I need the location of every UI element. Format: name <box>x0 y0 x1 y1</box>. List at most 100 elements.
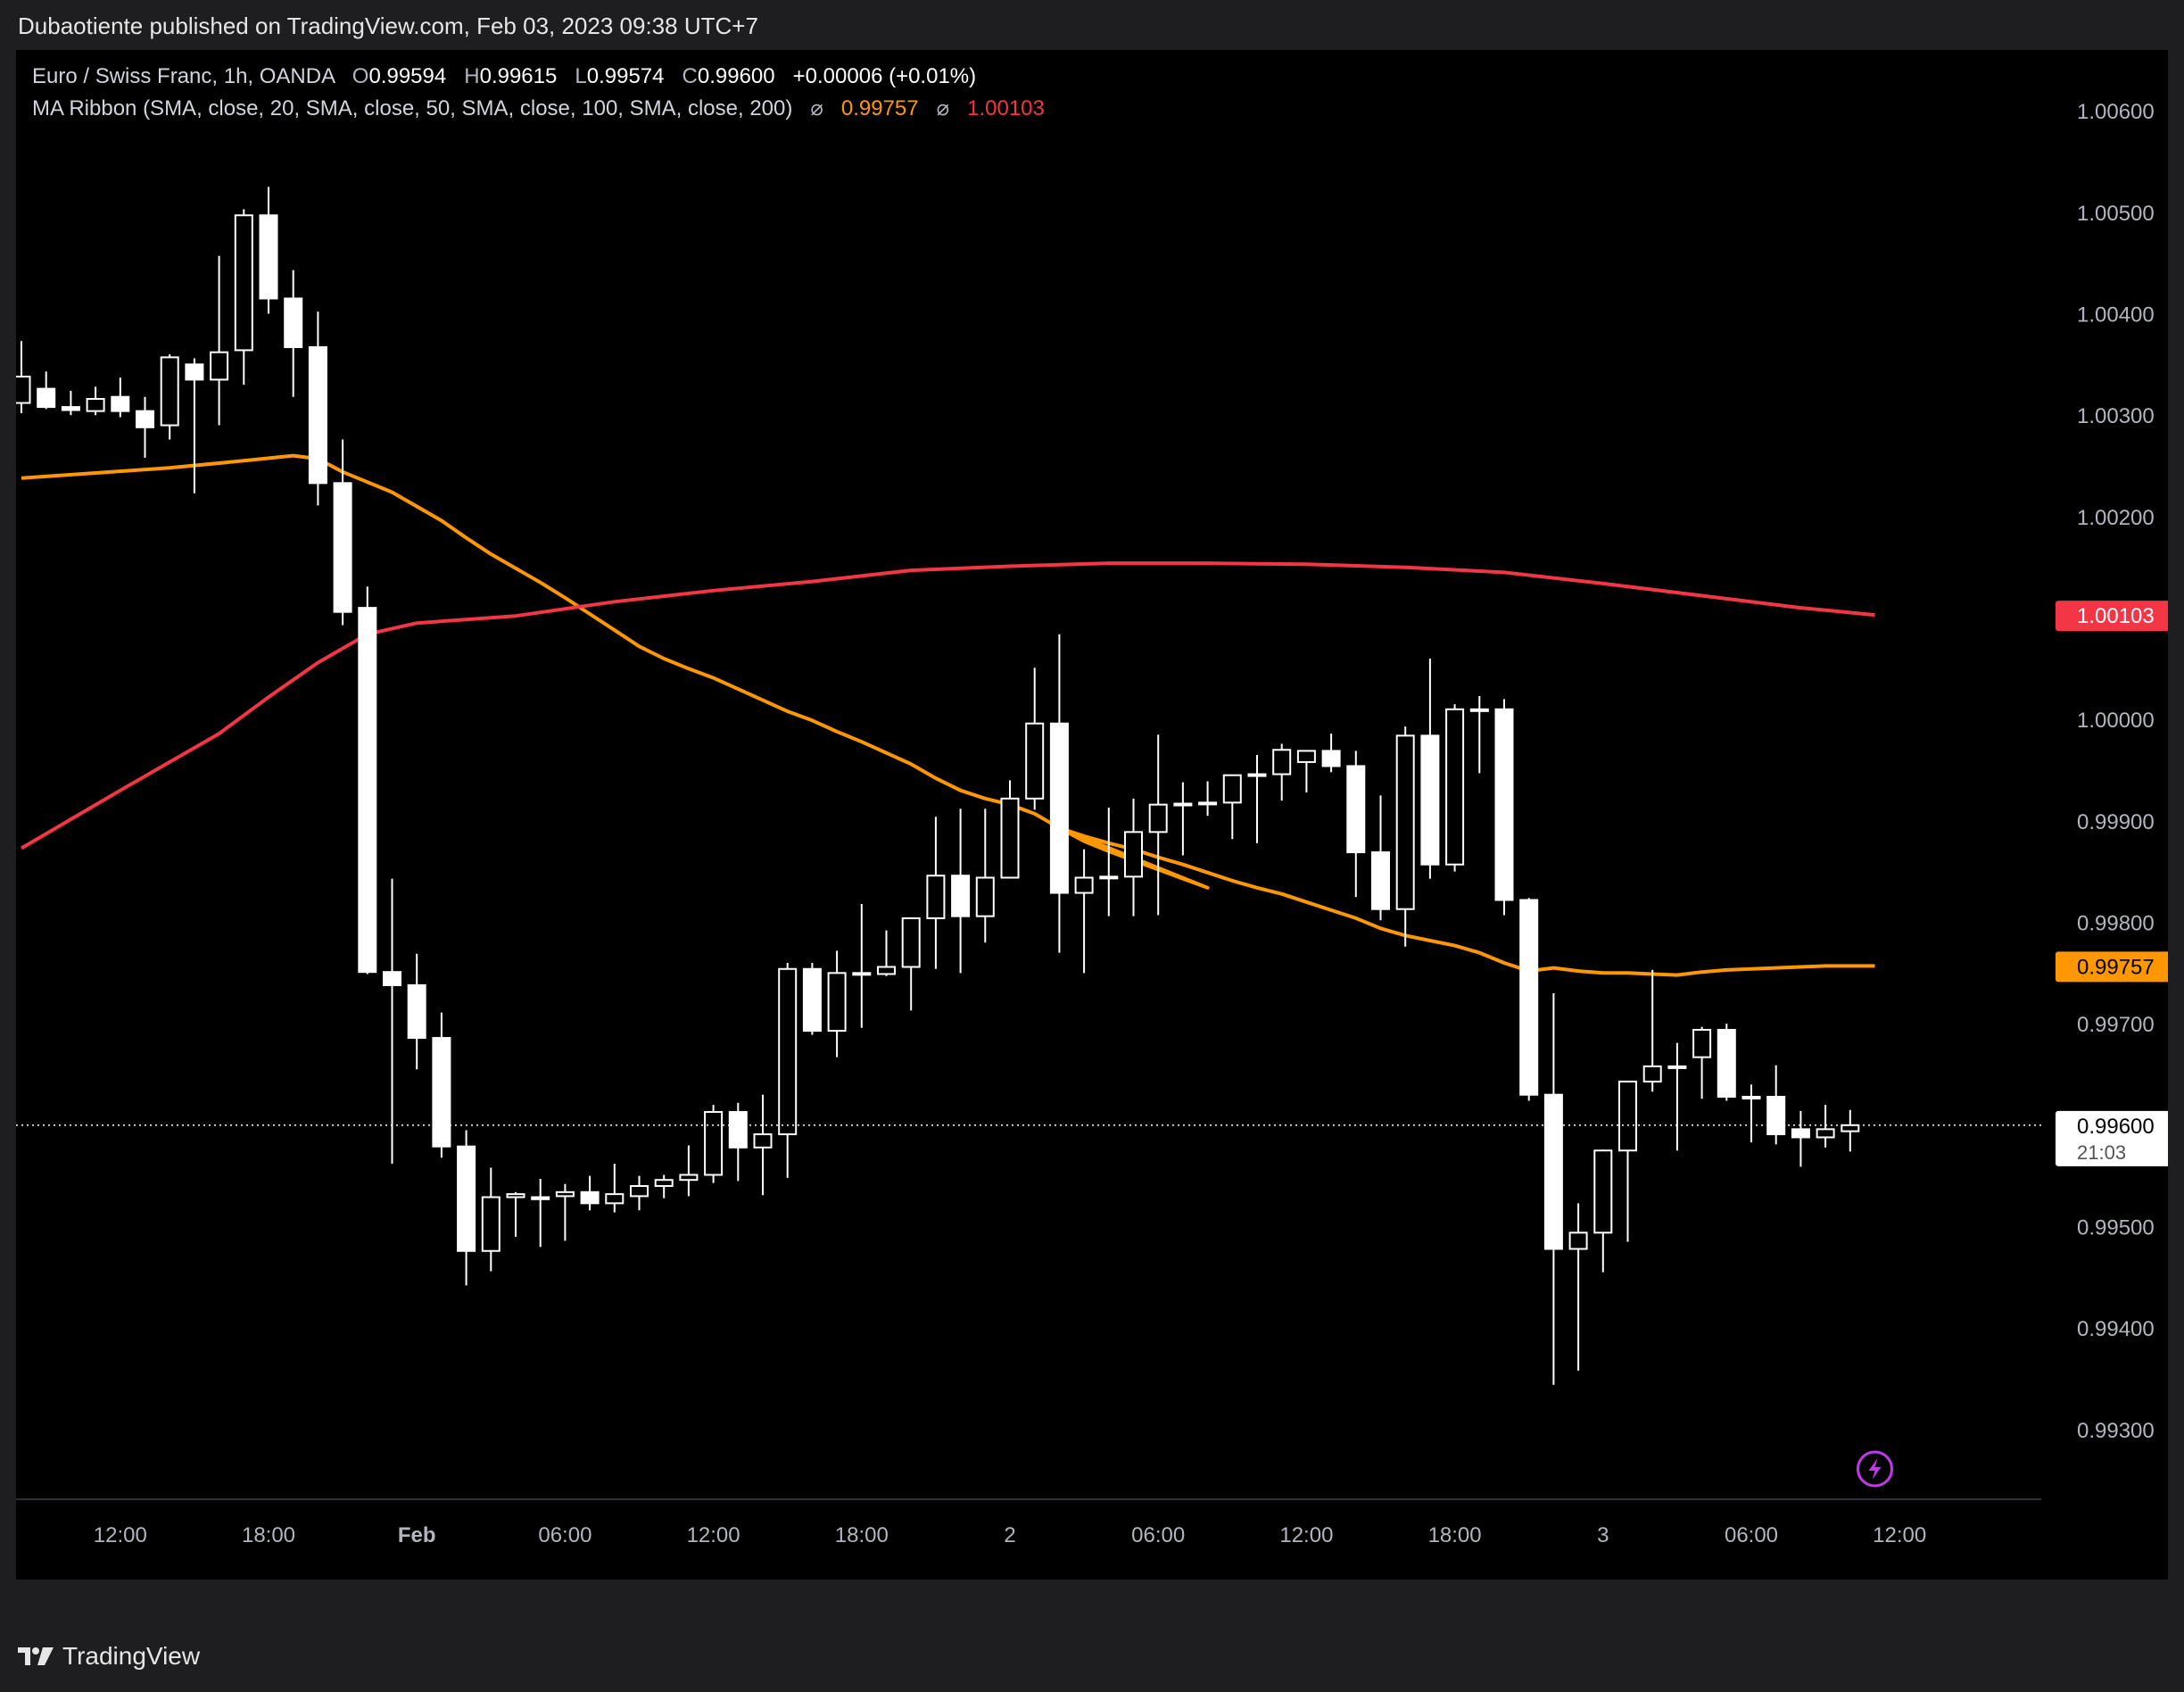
candle-body-down <box>333 482 352 613</box>
candle-body-down <box>185 363 204 381</box>
candle-body-up <box>1222 774 1242 804</box>
candle-body-up <box>1000 797 1020 879</box>
candle-body-down <box>802 967 822 1033</box>
candle-body-down <box>358 607 377 974</box>
candle-body-up <box>1692 1028 1712 1058</box>
candle-body-down <box>1346 765 1366 854</box>
candle-body-down <box>580 1190 600 1205</box>
x-tick-label: 12:00 <box>94 1523 147 1547</box>
y-tick-label: 0.99400 <box>2077 1317 2155 1341</box>
candle-body-up <box>1667 1065 1687 1069</box>
high-value: 0.99615 <box>479 64 558 88</box>
candle-body-up <box>1469 708 1489 712</box>
ma-orange-price-label-box <box>2056 951 2168 983</box>
candle-body-down <box>308 346 327 485</box>
candle-body-up <box>481 1196 500 1252</box>
ma-orange-value: 0.99757 <box>840 96 919 120</box>
candle-body-down <box>1321 750 1341 767</box>
candle-body-up <box>1247 773 1267 777</box>
candle-body-down <box>457 1145 476 1252</box>
low-value: 0.99574 <box>586 64 665 88</box>
candle-body-up <box>975 876 995 917</box>
candle-body-down <box>728 1111 748 1149</box>
candle-body-up <box>1618 1080 1637 1152</box>
low-label: L <box>575 64 587 88</box>
candle-body-up <box>555 1190 575 1198</box>
y-tick-label: 0.99900 <box>2077 810 2155 834</box>
open-value: 0.99594 <box>368 64 447 88</box>
x-tick-label: Feb <box>398 1523 436 1547</box>
x-tick-label: 18:00 <box>242 1523 295 1547</box>
candle-body-down <box>1420 734 1440 866</box>
high-label: H <box>464 64 480 88</box>
candle-body-down <box>407 983 426 1040</box>
legend-row-indicator: MA Ribbon (SMA, close, 20, SMA, close, 5… <box>32 93 1045 125</box>
y-tick-label: 1.00600 <box>2077 100 2155 124</box>
current-price-box <box>2056 1110 2168 1166</box>
empty-value-icon-2: ⌀ <box>936 96 950 120</box>
y-tick-label: 0.99500 <box>2077 1215 2155 1240</box>
candle-body-down <box>432 1037 451 1148</box>
candle-body-down <box>1791 1128 1810 1139</box>
x-tick-label: 18:00 <box>1428 1523 1482 1547</box>
chart-area[interactable]: 1.00600 1.00500 1.00400 1.00300 1.00200 1.001… <box>16 50 2168 1580</box>
lightning-icon[interactable] <box>1857 1450 1893 1488</box>
candle-body-down <box>383 971 401 986</box>
empty-value-icon: ⌀ <box>810 96 823 120</box>
candle-body-up <box>1445 708 1465 866</box>
brand-name: TradingView <box>62 1642 201 1670</box>
candle-body-up <box>1198 801 1218 806</box>
ma-red-price-label-text: 1.00103 <box>2077 604 2155 628</box>
y-tick-label: 0.99700 <box>2077 1013 2155 1037</box>
candle-body-up <box>210 351 229 381</box>
candle-body-up <box>1074 876 1094 894</box>
x-tick-label: 2 <box>1004 1523 1015 1547</box>
candle-body-up <box>901 916 921 968</box>
symbol-title[interactable]: Euro / Swiss Franc, 1h, OANDA <box>32 64 335 88</box>
candle-body-down <box>852 972 872 976</box>
candle-body-up <box>1173 802 1193 807</box>
candle-body-up <box>506 1193 525 1198</box>
candle-body-down <box>284 297 303 349</box>
tradingview-logo-icon <box>18 1647 54 1665</box>
publish-header: Dubaotiente published on TradingView.com… <box>0 0 2184 50</box>
candle-body-down <box>61 406 80 411</box>
candle-body-up <box>234 214 253 352</box>
y-tick-label: 0.99800 <box>2077 911 2155 935</box>
footer: TradingView <box>0 1624 2184 1692</box>
ma-orange-line <box>21 453 1875 977</box>
candle-body-up <box>926 875 946 919</box>
x-tick-label: 12:00 <box>687 1523 740 1547</box>
candle-body-down <box>1494 708 1514 901</box>
candle-body-down <box>1766 1095 1786 1136</box>
candle-body-down <box>1717 1028 1736 1098</box>
candle-body-up <box>1816 1128 1835 1139</box>
ma-orange-price-label-text: 0.99757 <box>2077 955 2155 979</box>
open-label: O <box>352 64 369 88</box>
candle-body-down <box>531 1196 550 1200</box>
close-value: 0.99600 <box>697 64 775 88</box>
candle-body-up <box>877 966 896 975</box>
candle-body-up <box>605 1193 625 1205</box>
y-tick-label: 0.99300 <box>2077 1419 2155 1443</box>
candlestick-chart[interactable]: 1.00600 1.00500 1.00400 1.00300 1.00200 1.001… <box>16 50 2168 1580</box>
y-tick-label: 1.00000 <box>2077 709 2155 733</box>
candle-body-up <box>1841 1124 1860 1132</box>
candle-body-up <box>1568 1232 1588 1250</box>
candle-body-up <box>827 972 847 1033</box>
candle-body-down <box>136 410 154 428</box>
indicator-title[interactable]: MA Ribbon (SMA, close, 20, SMA, close, 5… <box>32 96 793 120</box>
candle-body-up <box>1124 831 1143 878</box>
candle-body-down <box>1519 899 1539 1096</box>
candle-body-up <box>1025 722 1045 800</box>
x-tick-label: 3 <box>1597 1523 1609 1547</box>
candle-body-up <box>1148 803 1168 834</box>
ma-red-value: 1.00103 <box>967 96 1045 120</box>
candle-body-down <box>1371 851 1390 910</box>
countdown-text: 21:03 <box>2077 1141 2126 1164</box>
candle-body-up <box>1395 734 1415 910</box>
y-tick-label: 1.00500 <box>2077 202 2155 226</box>
ma-red-price-label-box <box>2056 601 2168 632</box>
candle-body-up <box>86 397 105 412</box>
tradingview-logo[interactable]: TradingView <box>18 1642 200 1671</box>
